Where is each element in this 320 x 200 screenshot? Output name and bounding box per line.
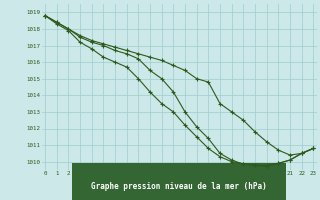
X-axis label: Graphe pression niveau de la mer (hPa): Graphe pression niveau de la mer (hPa) bbox=[91, 182, 267, 191]
